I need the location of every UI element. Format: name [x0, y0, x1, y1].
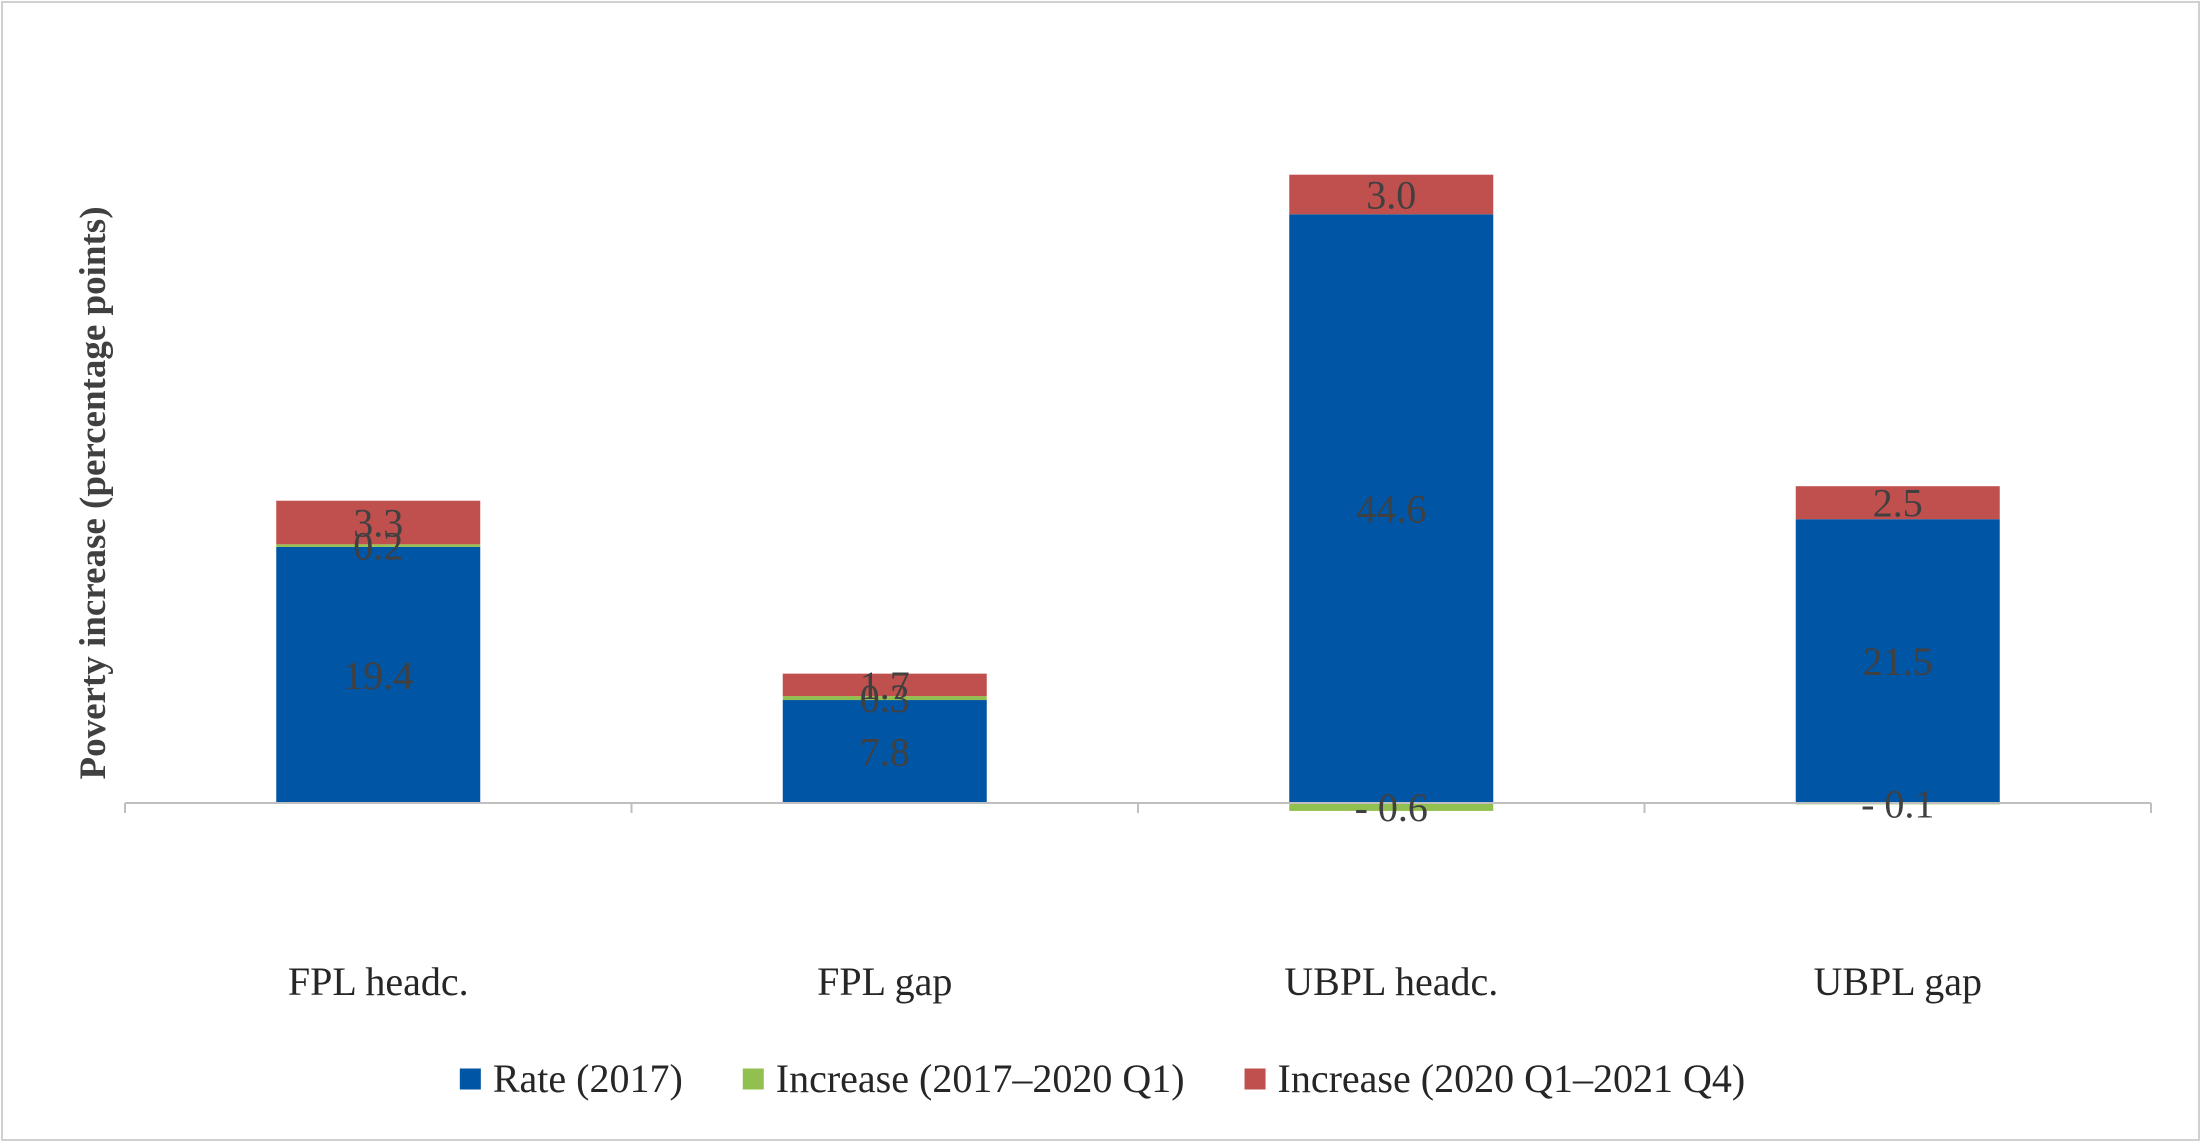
- data-label-ubpl-gap-increase-2020-q1-2021-q4: 2.5: [1873, 481, 1923, 526]
- bar-fpl-gap-increase-2020-q1-2021-q4: [782, 673, 987, 697]
- data-label-ubpl-headc-increase-2017-2020-q1: - 0.6: [1355, 785, 1428, 830]
- bar-fpl-gap-increase-2017-2020-q1: [782, 696, 987, 701]
- bar-ubpl-gap-rate-2017: [1795, 519, 2000, 803]
- bar-fpl-headc-increase-2017-2020-q1: [276, 544, 481, 547]
- legend-label: Rate (2017): [493, 1056, 683, 1101]
- chart: Poverty increase (percentage points) 19.…: [73, 172, 2152, 1101]
- data-label-fpl-gap-increase-2017-2020-q1: 0.3: [860, 676, 910, 721]
- bar-fpl-gap-rate-2017: [782, 700, 987, 803]
- legend-item-increase-2017-2020-q1: Increase (2017–2020 Q1): [742, 1056, 1185, 1101]
- bar-fpl-headc-increase-2020-q1-2021-q4: [276, 500, 481, 545]
- bar-fpl-headc-rate-2017: [276, 546, 481, 803]
- data-label-fpl-headc-rate-2017: 19.4: [343, 653, 413, 698]
- legend-item-rate-2017: Rate (2017): [459, 1056, 683, 1101]
- data-label-ubpl-headc-rate-2017: 44.6: [1356, 487, 1426, 532]
- legend-label: Increase (2017–2020 Q1): [776, 1056, 1185, 1101]
- data-label-ubpl-headc-increase-2020-q1-2021-q4: 3.0: [1366, 172, 1416, 217]
- legend-swatch: [1244, 1068, 1266, 1090]
- data-label-fpl-gap-rate-2017: 7.8: [860, 730, 910, 775]
- legend-item-increase-2020-q1-2021-q4: Increase (2020 Q1–2021 Q4): [1244, 1056, 1746, 1101]
- data-labels: 19.4 0.23.3 7.8 0.31.7 44.6 - 0.6 3.0 21.5 - 0.1…: [343, 172, 1934, 829]
- category-labels: FPL headc. FPL gap UBPL headc. UBPL gap: [288, 959, 1982, 1004]
- legend-swatch: [742, 1068, 764, 1090]
- category-label-fpl-gap: FPL gap: [817, 959, 952, 1004]
- data-label-fpl-headc-increase-2020-q1-2021-q4: 3.3: [353, 501, 403, 546]
- legend-swatch: [459, 1068, 481, 1090]
- bar-ubpl-headc-increase-2020-q1-2021-q4: [1289, 174, 1494, 215]
- bar-ubpl-headc-rate-2017: [1289, 214, 1494, 803]
- x-axis-ticks: [124, 803, 2152, 813]
- legend: Rate (2017) Increase (2017–2020 Q1) Increa…: [459, 1056, 1746, 1101]
- legend-label: Increase (2020 Q1–2021 Q4): [1278, 1056, 1746, 1101]
- data-label-ubpl-gap-rate-2017: 21.5: [1863, 639, 1933, 684]
- data-label-fpl-gap-increase-2020-q1-2021-q4: 1.7: [860, 663, 910, 708]
- category-label-ubpl-gap: UBPL gap: [1813, 959, 1982, 1004]
- data-label-fpl-headc-increase-2017-2020-q1: 0.2: [353, 524, 403, 569]
- category-label-ubpl-headc: UBPL headc.: [1284, 959, 1498, 1004]
- data-label-ubpl-gap-increase-2017-2020-q1: - 0.1: [1861, 782, 1934, 827]
- category-label-fpl-headc: FPL headc.: [288, 959, 469, 1004]
- y-axis-title: Poverty increase (percentage points): [73, 206, 114, 779]
- bar-ubpl-gap-increase-2020-q1-2021-q4: [1795, 486, 2000, 520]
- bar-ubpl-headc-increase-2017-2020-q1: [1289, 803, 1494, 811]
- bars: [276, 174, 2000, 811]
